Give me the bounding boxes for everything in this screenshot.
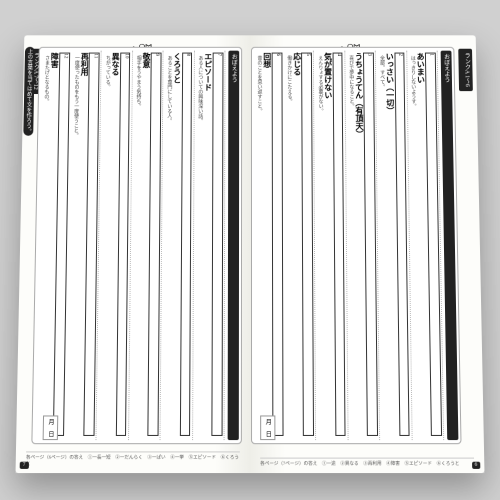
vocab-entry: 9敬意相手をうやまう気持ち。 (129, 51, 164, 440)
ex-text: 先生が若いころの (16, 54, 19, 96)
vocab-word: 回想 (261, 53, 272, 438)
vocab-entry: 10異なるちがっている。 (97, 51, 133, 440)
vocab-entry: 11再利用一度使ったものをもう一度使うこと。 (65, 51, 102, 440)
open-book: ランクA 7〜12 ᓚᘏᗢ おぼえよう 7エピソードある人についての興味深い話。… (16, 35, 485, 473)
vocab-entry: 7エピソードある人についての興味深い話。 (193, 51, 226, 440)
vocab-num: 6 (272, 53, 283, 436)
exercise-header: 上の言葉を当てはめて文を作ろう。 (23, 47, 35, 136)
vocab-entry: 4気が置けないえんりょする必要がない。 (314, 51, 348, 440)
vocab-def: 昔のことを思い返すこと。 (255, 55, 262, 438)
rank-tab-right: ランクA 1〜6 (458, 49, 473, 91)
footer-right: 各ページ（7ページ）の答え ①一途 ②異なる ③再利用 ④障害 ⑤エピソード ⑥… (260, 458, 474, 467)
date-box-right: 月 日 (260, 415, 275, 440)
footer-left: 各ページ（6ページ）の答え ①一長一短 ②一だんらく ③一ぱい ④一挙 ⑤エピソ… (26, 451, 240, 466)
vocab-num: 5 (302, 53, 314, 436)
vocab-header: おぼえよう (228, 51, 240, 440)
vocab-box-left: おぼえよう 7エピソードある人についての興味深い話。8くろうとあることを専門にし… (31, 47, 242, 444)
blank-bracket (16, 97, 19, 124)
ex-num: 7 (16, 48, 22, 52)
pagenum-left: 7 (20, 462, 29, 469)
exercise-item: 7 先生が若いころのを話してくれた。 (16, 47, 23, 444)
pagenum-right: 6 (472, 462, 481, 469)
right-content: おぼえよう 1あいまいはっきりしないようす。2いっさい（一切）全部。すべて。3う… (258, 47, 462, 444)
left-content: おぼえよう 7エピソードある人についての興味深い話。8くろうとあることを専門にし… (38, 47, 242, 444)
vocab-entry: 8くろうとあることを専門にしている人。 (161, 51, 195, 440)
vocab-num: 7 (211, 53, 223, 436)
date-box-left: 月 日 (43, 415, 59, 440)
vocab-entry: 3うちょうてん（有頂天）喜びで夢中になること。 (345, 51, 380, 440)
vocab-entry: 5応じる働きかけにこたえる。 (283, 51, 316, 440)
vocab-entry: 1あいまいはっきりしないようす。 (407, 51, 444, 440)
vocab-box-right: おぼえよう 1あいまいはっきりしないようす。2いっさい（一切）全部。すべて。3う… (251, 47, 462, 444)
right-page: ランクA 1〜6 ᓚᘏᗢ おぼえよう 1あいまいはっきりしないようす。2いっさい… (250, 35, 484, 473)
left-page: ランクA 7〜12 ᓚᘏᗢ おぼえよう 7エピソードある人についての興味深い話。… (16, 35, 250, 473)
vocab-header: おぼえよう (441, 51, 459, 440)
vocab-word: 応じる (291, 53, 303, 438)
vocab-entry: 6回想昔のことを思い返すこと。 (254, 51, 285, 440)
ex-text: を話してくれた。 (16, 126, 18, 169)
